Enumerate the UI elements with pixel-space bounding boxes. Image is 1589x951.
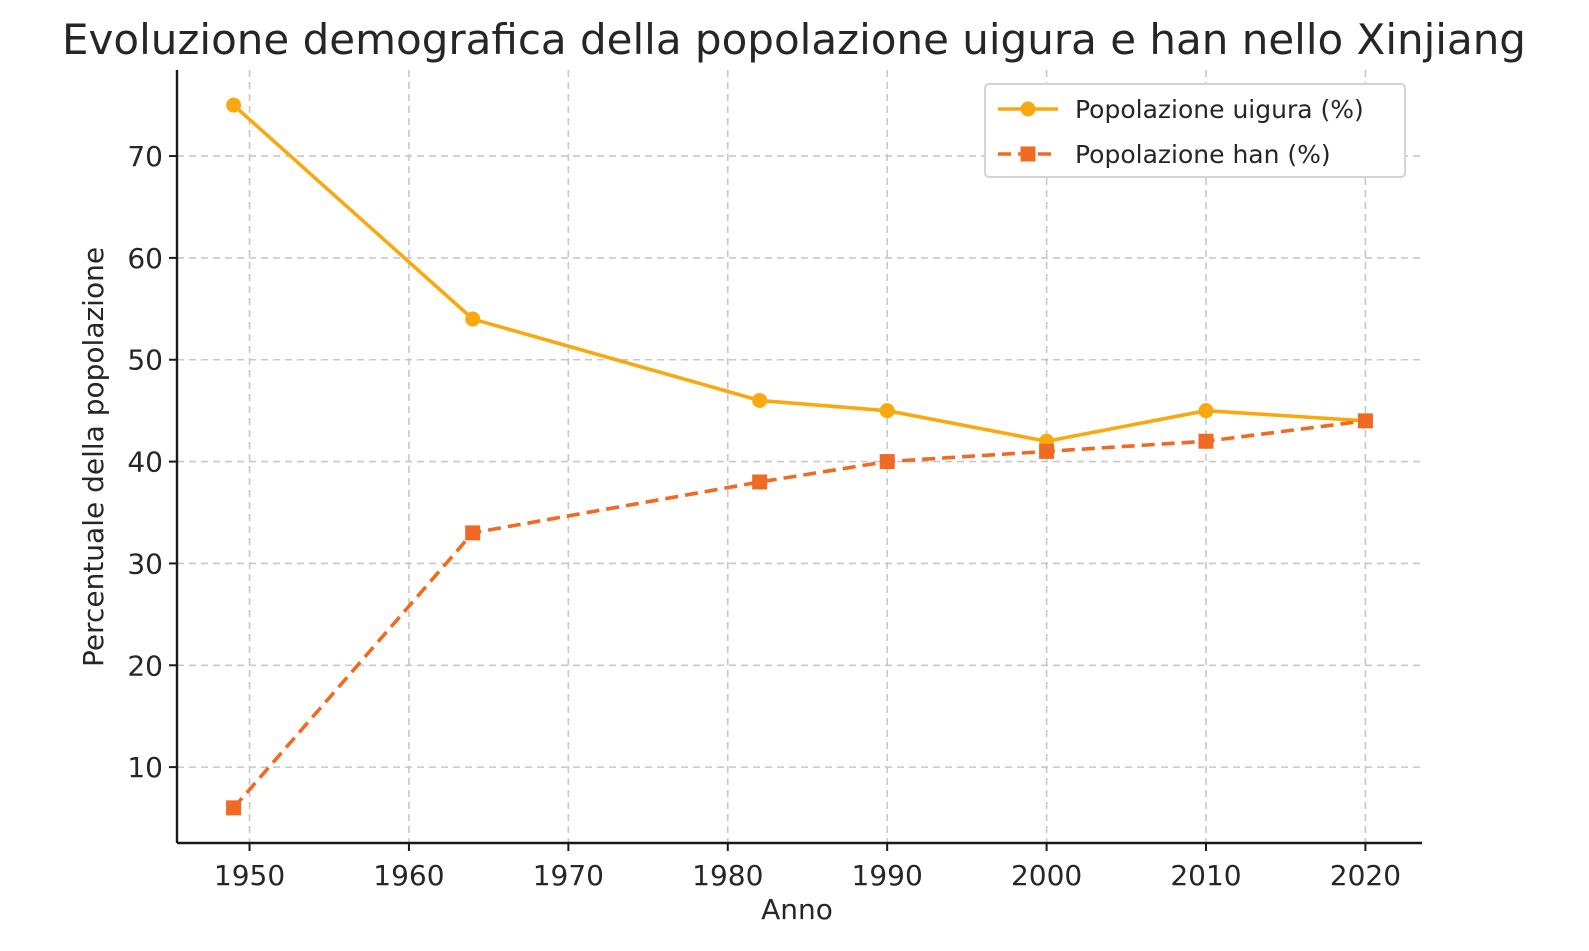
y-tick-label: 60 — [127, 242, 163, 275]
x-tick-label: 2020 — [1330, 859, 1401, 892]
series-area — [226, 97, 1373, 816]
series-line-han — [232, 419, 1366, 810]
axes — [175, 70, 1422, 845]
x-tick-label: 2010 — [1170, 859, 1241, 892]
legend: Popolazione uigura (%) Popolazione han (%… — [984, 83, 1406, 178]
x-axis-label: Anno — [761, 893, 833, 926]
x-tick-label: 2000 — [1011, 859, 1082, 892]
data-point-uigura — [226, 97, 242, 113]
data-point-uigura — [879, 403, 895, 419]
y-tick-label: 70 — [127, 140, 163, 173]
data-point-han — [1357, 413, 1373, 429]
data-point-han — [226, 800, 242, 816]
data-point-han — [1039, 443, 1055, 459]
data-point-uigura — [1198, 403, 1214, 419]
y-tick-label: 10 — [127, 751, 163, 784]
grid — [177, 70, 1422, 843]
legend-marker-han — [1020, 146, 1036, 162]
y-tick-label: 40 — [127, 446, 163, 479]
ticks: 1950 1960 1970 1980 1990 2000 2010 2020 10 20 30 40… — [127, 140, 1401, 892]
data-point-uigura — [465, 311, 481, 327]
data-point-han — [752, 474, 768, 490]
legend-box — [984, 83, 1406, 178]
y-axis-label: Percentuale della popolazione — [77, 247, 110, 667]
legend-marker-uigura — [1020, 101, 1036, 117]
y-tick-label: 20 — [127, 649, 163, 682]
y-tick-label: 50 — [127, 344, 163, 377]
chart-title: Evoluzione demografica della popolazione… — [62, 15, 1526, 64]
legend-label-uigura: Popolazione uigura (%) — [1075, 95, 1364, 124]
x-tick-label: 1970 — [533, 859, 604, 892]
data-point-han — [879, 454, 895, 470]
data-point-uigura — [752, 392, 768, 408]
x-tick-label: 1990 — [852, 859, 923, 892]
x-tick-label: 1950 — [214, 859, 285, 892]
y-tick-label: 30 — [127, 547, 163, 580]
x-tick-label: 1980 — [692, 859, 763, 892]
x-tick-label: 1960 — [373, 859, 444, 892]
legend-label-han: Popolazione han (%) — [1075, 140, 1331, 169]
data-point-han — [465, 525, 481, 541]
data-point-han — [1198, 433, 1214, 449]
